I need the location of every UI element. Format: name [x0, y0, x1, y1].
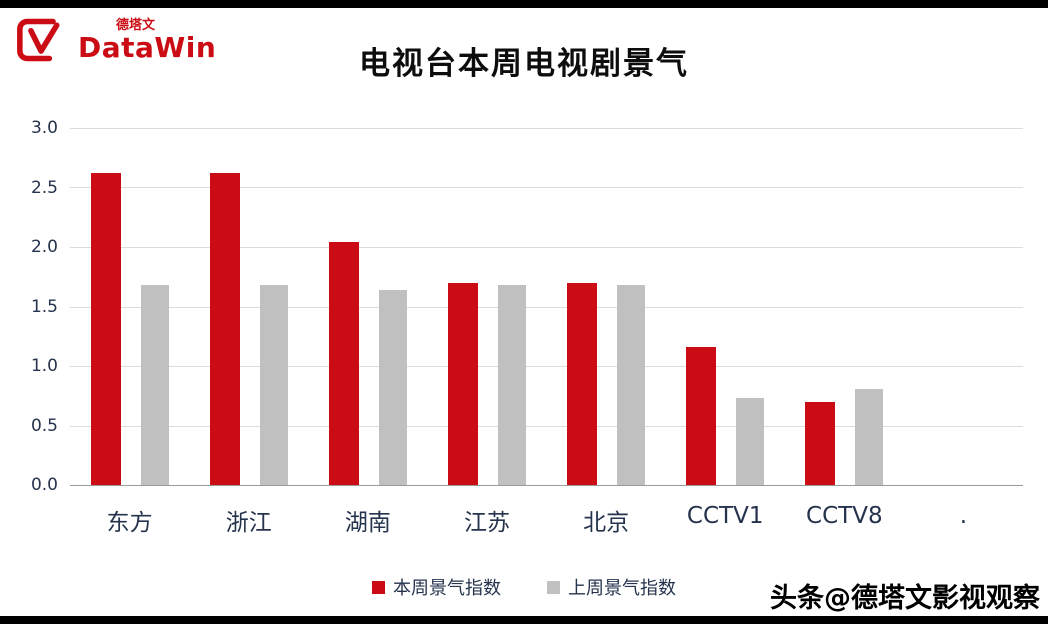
bar-group: . [904, 128, 1023, 529]
bar-last-week [140, 285, 169, 485]
gridline [70, 365, 1023, 367]
bar-last-week [736, 398, 765, 485]
datawin-logo: 德塔文 DataWin [14, 16, 216, 64]
bar-group: CCTV1 [666, 128, 785, 529]
x-axis-label: 东方 [106, 510, 153, 536]
bar-group: 江苏 [427, 128, 546, 536]
x-axis-baseline [70, 485, 1023, 486]
bar-this-week [328, 242, 359, 485]
x-axis-label: 江苏 [463, 510, 510, 536]
legend-item-last-week: 上周景气指数 [547, 574, 676, 600]
y-tick-label: 0.5 [30, 415, 58, 436]
legend-marker-last-week-icon [547, 580, 560, 594]
logo-text-block: 德塔文 DataWin [78, 19, 216, 62]
bar-last-week [497, 285, 526, 485]
y-tick-label: 0.0 [30, 475, 58, 495]
y-tick-label: 3.0 [30, 118, 58, 138]
gridline [70, 128, 1023, 129]
chart-legend: 本周景气指数 上周景气指数 [0, 574, 1048, 600]
bar-this-week [686, 346, 717, 485]
x-axis-label: . [959, 503, 968, 529]
bar-last-week [378, 289, 407, 485]
x-axis-label: CCTV8 [806, 503, 883, 529]
plot-area: 东方 浙江 湖南 江苏 北京 CCTV1 CCTV8. [70, 128, 1023, 536]
logo-subtitle: 德塔文 [116, 17, 156, 33]
y-tick-label: 2.0 [30, 237, 58, 257]
bar-this-week [209, 173, 240, 485]
y-tick-label: 1.5 [30, 296, 58, 317]
bar-this-week [567, 282, 598, 485]
legend-label-last-week: 上周景气指数 [568, 578, 676, 599]
chart-title: 电视台本周电视剧景气 [359, 46, 689, 82]
gridline [70, 306, 1023, 308]
bar-group: 东方 [70, 128, 189, 536]
gridline [70, 425, 1023, 427]
bar-group: 湖南 [308, 128, 427, 536]
gridline [70, 187, 1023, 189]
bar-this-week [447, 282, 478, 485]
bar-last-week [617, 285, 646, 485]
bar-last-week [259, 285, 288, 485]
bar-group: 北京 [547, 128, 666, 536]
legend-marker-this-week-icon [372, 580, 385, 594]
datawin-logo-icon [17, 18, 60, 62]
y-axis: 3.0 2.5 2.0 1.5 1.0 0.5 0.0 [0, 118, 58, 495]
x-axis-label: CCTV1 [686, 503, 764, 529]
logo-title: DataWin [78, 30, 217, 64]
bar-this-week [90, 173, 121, 485]
legend-label-this-week: 本周景气指数 [393, 578, 501, 599]
x-axis-label: 湖南 [344, 510, 391, 536]
watermark-text: 头条@德塔文影视观察 [770, 583, 1040, 614]
legend-item-this-week: 本周景气指数 [372, 574, 501, 600]
bar-last-week [855, 388, 884, 485]
top-black-bar [0, 0, 1048, 8]
bottom-black-bar [0, 616, 1048, 624]
y-tick-label: 2.5 [30, 177, 58, 198]
bar-this-week [805, 401, 836, 485]
gridline [70, 246, 1023, 248]
x-axis-label: 北京 [583, 510, 630, 536]
bar-group: CCTV8 [785, 128, 904, 529]
x-axis-label: 浙江 [225, 510, 272, 536]
bar-group: 浙江 [189, 128, 308, 536]
y-tick-label: 1.0 [30, 356, 58, 376]
